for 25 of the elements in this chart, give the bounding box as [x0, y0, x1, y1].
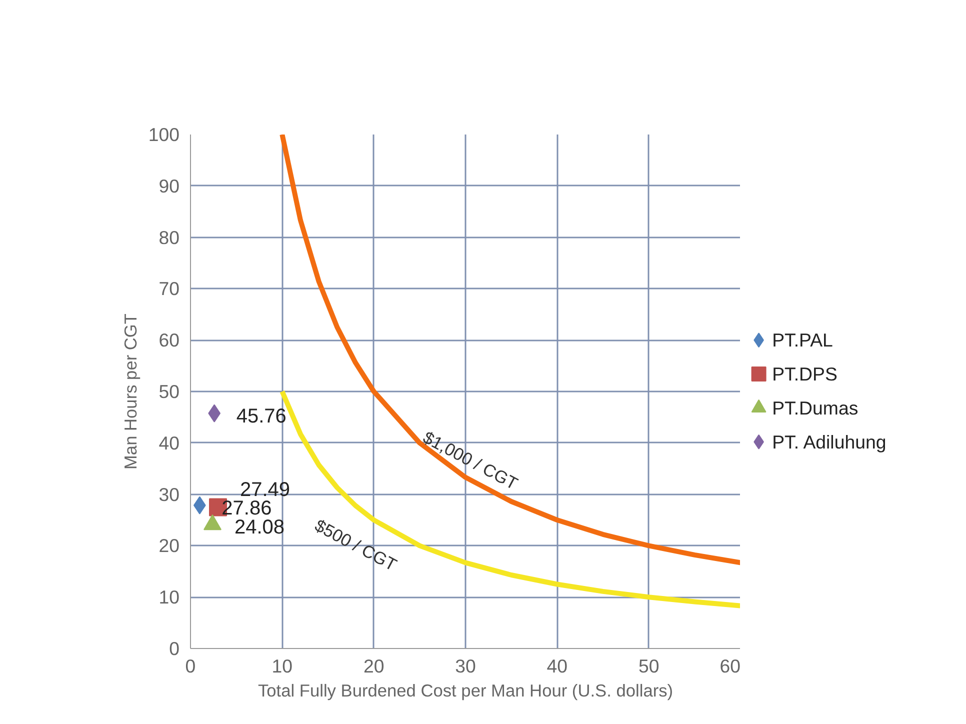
legend-label: PT. Adiluhung	[772, 431, 886, 452]
y-tick-label: 70	[158, 278, 180, 300]
annotation: $500 / CGT	[312, 515, 400, 576]
y-tick-label: 90	[158, 175, 180, 196]
x-tick-label: 50	[638, 656, 660, 676]
legend-label: PT.PAL	[772, 330, 833, 351]
x-tick-label: 60	[720, 656, 741, 676]
y-tick-label: 20	[158, 535, 180, 556]
x-tick-label: 0	[185, 656, 196, 676]
legend-label: PT.DPS	[772, 364, 838, 385]
y-tick-label: 60	[158, 330, 180, 351]
x-tick-label: 30	[455, 656, 476, 676]
y-tick-label: 30	[158, 484, 180, 505]
y-tick-label: 50	[158, 381, 180, 402]
x-tick-label: 20	[363, 656, 384, 676]
y-tick-label: 80	[158, 226, 180, 248]
x-axis-title: Total Fully Burdened Cost per Man Hour (U.S. dollars)	[258, 680, 674, 700]
y-tick-label: 10	[158, 586, 180, 608]
x-tick-label: 40	[546, 656, 568, 676]
x-tick-label: 10	[272, 656, 293, 676]
legend-label: PT.Dumas	[772, 397, 858, 418]
y-axis-title: Man Hours per CGT	[120, 313, 140, 470]
y-tick-label: 40	[158, 432, 180, 454]
y-tick-label: 100	[148, 124, 180, 145]
y-tick-label: 0	[169, 638, 180, 659]
